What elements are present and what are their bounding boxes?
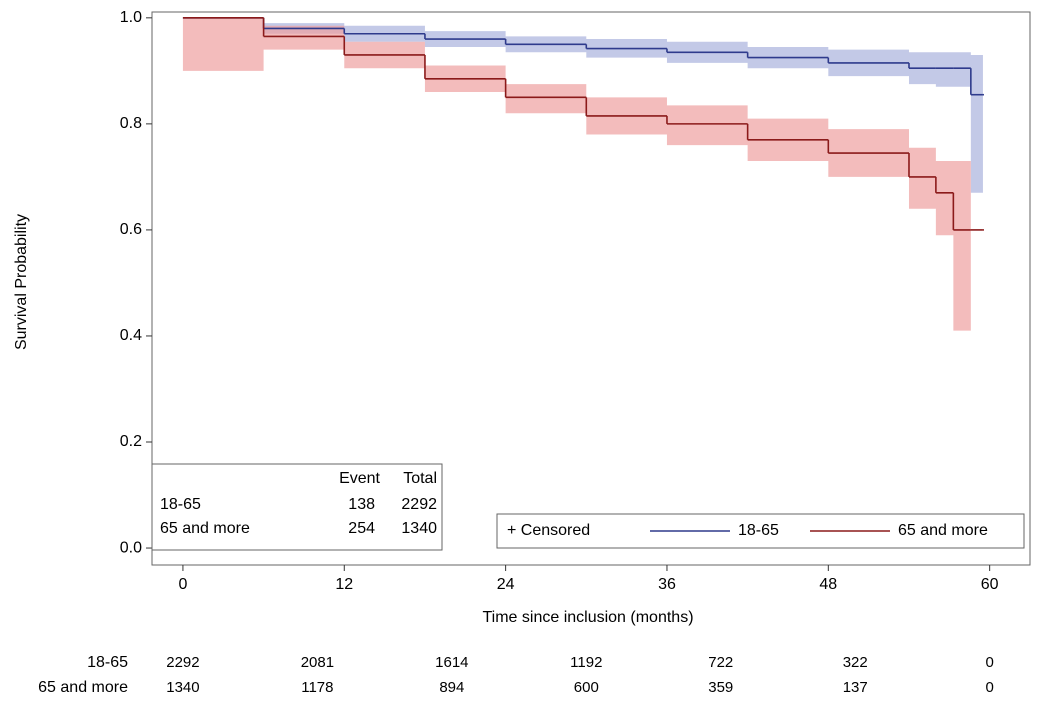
at-risk-count: 322 [843, 654, 868, 671]
legend-label: 65 and more [898, 522, 988, 539]
y-tick-label: 0.8 [120, 115, 142, 132]
at-risk-count: 894 [439, 679, 464, 696]
y-tick-label: 0.4 [120, 327, 142, 344]
at-risk-count: 137 [843, 679, 868, 696]
summary-cell: 1340 [401, 520, 437, 537]
summary-cell: 254 [348, 520, 375, 537]
x-tick-label: 36 [658, 576, 676, 593]
at-risk-count: 1178 [301, 679, 333, 696]
at-risk-count: 2292 [166, 654, 199, 671]
summary-name: 65 and more [160, 520, 250, 537]
x-tick-label: 60 [981, 576, 999, 593]
at-risk-count: 1192 [570, 654, 602, 671]
summary-header: Total [403, 470, 437, 487]
y-tick-label: 0.2 [120, 433, 142, 450]
at-risk-name: 65 and more [38, 679, 128, 696]
legend-box [496, 513, 1025, 549]
x-axis-label: Time since inclusion (months) [482, 609, 693, 626]
x-tick-label: 48 [819, 576, 837, 593]
summary-cell: 2292 [401, 496, 437, 513]
summary-box [151, 463, 443, 551]
at-risk-count: 0 [985, 679, 993, 696]
legend-censored: + Censored [507, 522, 590, 539]
at-risk-count: 1614 [435, 654, 468, 671]
y-axis-label: Survival Probability [13, 214, 30, 350]
at-risk-count: 600 [574, 679, 599, 696]
at-risk-count: 722 [708, 654, 733, 671]
x-tick-label: 24 [497, 576, 515, 593]
summary-header: Event [339, 470, 380, 487]
at-risk-count: 2081 [301, 654, 334, 671]
at-risk-count: 359 [708, 679, 733, 696]
y-tick-label: 1.0 [120, 9, 142, 26]
x-tick-label: 12 [335, 576, 353, 593]
confidence-band [182, 17, 971, 331]
x-tick-label: 0 [178, 576, 187, 593]
summary-name: 18-65 [160, 496, 201, 513]
summary-cell: 138 [348, 496, 375, 513]
at-risk-count: 1340 [166, 679, 199, 696]
confidence-band [182, 17, 983, 193]
at-risk-count: 0 [985, 654, 993, 671]
y-tick-label: 0.6 [120, 221, 142, 238]
y-tick-label: 0.0 [120, 539, 142, 556]
legend-label: 18-65 [738, 522, 779, 539]
at-risk-name: 18-65 [87, 654, 128, 671]
plot-frame [151, 11, 1031, 566]
